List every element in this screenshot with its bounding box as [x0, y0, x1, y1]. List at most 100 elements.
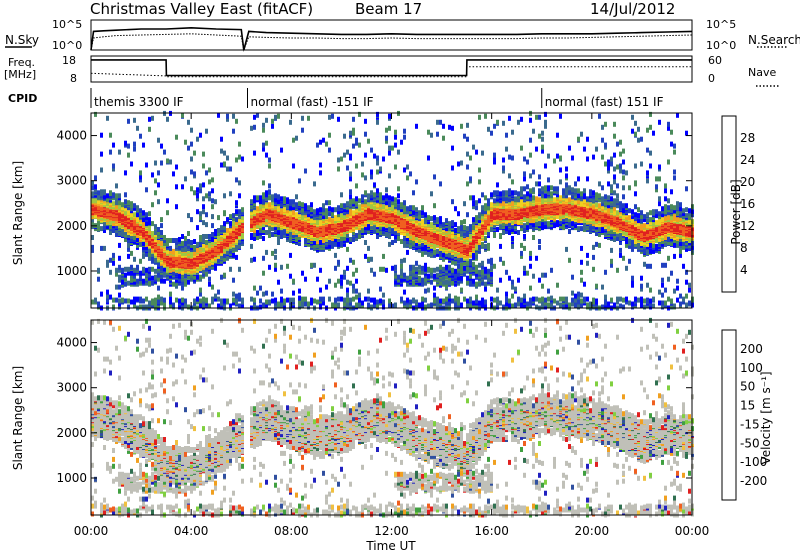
power-cell	[208, 234, 211, 239]
power-cell	[385, 135, 388, 141]
power-cell	[286, 297, 289, 303]
power-cell	[436, 266, 439, 272]
power-cell	[262, 291, 265, 297]
power-cell	[97, 199, 100, 205]
power-cell	[496, 182, 499, 188]
power-cell	[328, 200, 331, 206]
power-cell	[106, 201, 109, 207]
power-cell	[148, 247, 151, 253]
power-cell	[223, 298, 226, 304]
power-cell	[289, 297, 292, 303]
power-cell	[181, 112, 184, 118]
power-cell	[400, 263, 403, 269]
power-cell	[229, 166, 232, 172]
power-cell	[115, 196, 118, 202]
power-cell	[319, 170, 322, 176]
power-cell	[142, 278, 145, 284]
power-cell	[115, 203, 118, 209]
power-cell	[211, 284, 214, 290]
power-cell	[340, 279, 343, 285]
power-cell	[487, 126, 490, 132]
power-cell	[475, 281, 478, 287]
power-cell	[253, 297, 256, 303]
power-cell	[454, 295, 457, 301]
power-cell	[145, 275, 148, 281]
nave-tick-bottom: 0	[708, 72, 715, 85]
power-cell	[307, 301, 310, 307]
power-cell	[415, 299, 418, 305]
power-cell	[250, 199, 253, 205]
power-cell	[496, 227, 499, 232]
power-cell	[367, 288, 370, 294]
noise-tick-right-bottom: 10^0	[706, 39, 736, 52]
power-cell	[493, 198, 496, 204]
power-cell	[94, 297, 97, 303]
power-cell	[499, 256, 502, 262]
power-cell	[142, 217, 145, 223]
power-cell	[157, 303, 160, 309]
power-cell	[118, 277, 121, 283]
power-cell	[127, 242, 130, 248]
power-cell	[484, 203, 487, 209]
power-cell	[499, 191, 502, 197]
power-cell	[502, 165, 505, 171]
power-cell	[217, 236, 220, 241]
power-cell	[205, 234, 208, 239]
power-cell	[433, 285, 436, 291]
power-cell	[508, 275, 511, 281]
power-cell	[259, 298, 262, 304]
power-cell	[256, 230, 259, 235]
power-cell	[199, 183, 202, 189]
power-cell	[352, 271, 355, 277]
power-cell	[403, 134, 406, 140]
power-cell	[346, 165, 349, 171]
power-cell	[430, 302, 433, 308]
power-cell	[331, 243, 334, 249]
power-cell	[94, 175, 97, 181]
power-cell	[460, 262, 463, 268]
power-heatmap-cells	[91, 110, 694, 311]
power-cell	[355, 302, 358, 308]
power-cell	[403, 289, 406, 295]
power-cell	[220, 148, 223, 154]
power-cell	[364, 152, 367, 158]
power-cell	[346, 287, 349, 293]
power-cell	[268, 157, 271, 163]
power-cell	[124, 272, 127, 278]
power-cell	[220, 274, 223, 280]
power-cell	[160, 296, 163, 302]
power-cell	[466, 151, 469, 157]
power-cell	[328, 114, 331, 120]
power-cell	[493, 297, 496, 303]
power-cell	[355, 278, 358, 284]
power-cell	[421, 251, 424, 257]
power-cell	[163, 297, 166, 303]
power-cell	[136, 278, 139, 284]
power-cell	[142, 304, 145, 310]
power-cell	[196, 225, 199, 231]
power-cell	[346, 279, 349, 285]
power-cell	[190, 156, 193, 162]
power-cell	[136, 264, 139, 270]
power-cell	[337, 296, 340, 302]
power-cell	[466, 164, 469, 170]
power-cell	[472, 200, 475, 206]
power-cell	[175, 164, 178, 170]
power-cell	[133, 299, 136, 305]
power-cell	[184, 236, 187, 241]
power-cell	[184, 278, 187, 284]
power-cell	[109, 224, 112, 230]
power-cell	[274, 248, 277, 254]
power-cell	[172, 302, 175, 308]
power-cell	[463, 265, 466, 271]
power-cell	[106, 297, 109, 303]
power-cell	[205, 212, 208, 218]
power-cell	[334, 297, 337, 303]
power-cell	[127, 118, 130, 124]
power-cell	[148, 116, 151, 122]
power-cell	[337, 241, 340, 247]
power-cell	[115, 224, 118, 230]
power-cell	[163, 235, 166, 240]
power-cell	[211, 188, 214, 194]
power-cell	[211, 296, 214, 302]
